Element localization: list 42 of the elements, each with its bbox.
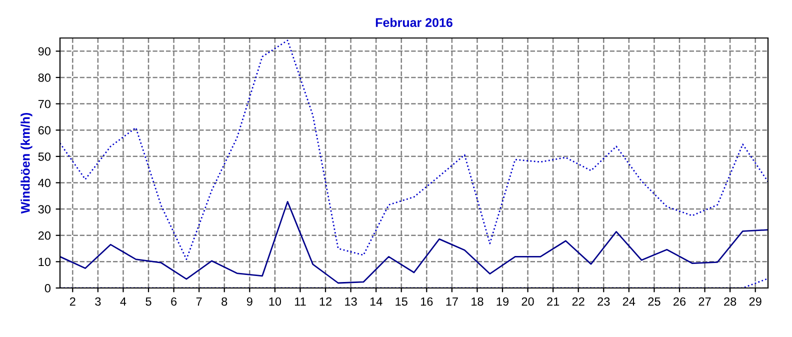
line-series [60, 40, 768, 260]
x-tick-label: 2 [70, 297, 76, 306]
x-tick-label: 12 [320, 297, 332, 306]
x-tick-label: 28 [724, 297, 736, 306]
y-tick-label: 0 [44, 284, 51, 292]
x-tick-label: 18 [472, 297, 484, 306]
x-tick-label: 20 [522, 297, 534, 306]
x-tick-label: 7 [196, 297, 202, 306]
y-tick-label: 50 [38, 152, 51, 161]
x-tick-label: 22 [572, 297, 584, 306]
x-tick-label: 16 [420, 297, 433, 306]
y-tick-label: 80 [38, 74, 51, 82]
x-tick-label: 27 [698, 297, 711, 306]
x-tick-label: 23 [598, 297, 610, 306]
x-tick-label: 26 [674, 297, 686, 306]
y-tick-label: 30 [38, 205, 51, 214]
x-tick-label: 9 [246, 297, 252, 306]
x-tick-label: 14 [370, 297, 382, 306]
y-tick-label: 70 [38, 100, 51, 108]
y-axis-title: Windböen (km/h) [20, 112, 32, 214]
chart-title: Februar 2016 [376, 18, 452, 28]
x-tick-label: 4 [120, 297, 126, 306]
x-tick-label: 19 [496, 297, 509, 306]
x-tick-label: 11 [294, 297, 306, 306]
x-tick-label: 5 [146, 297, 152, 306]
x-tick-label: 17 [446, 297, 458, 306]
x-tick-label: 3 [95, 297, 101, 306]
x-tick-label: 6 [171, 297, 177, 306]
y-tick-label: 60 [38, 126, 51, 134]
x-tick-label: 10 [269, 297, 282, 306]
y-tick-label: 20 [38, 231, 51, 240]
line-series [60, 200, 768, 284]
x-tick-label: 29 [749, 297, 762, 306]
y-tick-label: 10 [38, 258, 51, 266]
x-tick-label: 8 [222, 297, 228, 306]
x-tick-label: 13 [345, 297, 357, 306]
x-tick-label: 15 [396, 297, 408, 306]
x-tick-label: 25 [648, 297, 660, 306]
x-tick-label: 24 [622, 297, 636, 306]
x-tick-label: 21 [547, 297, 560, 306]
y-tick-label: 40 [38, 178, 51, 188]
y-tick-label: 90 [38, 47, 51, 56]
